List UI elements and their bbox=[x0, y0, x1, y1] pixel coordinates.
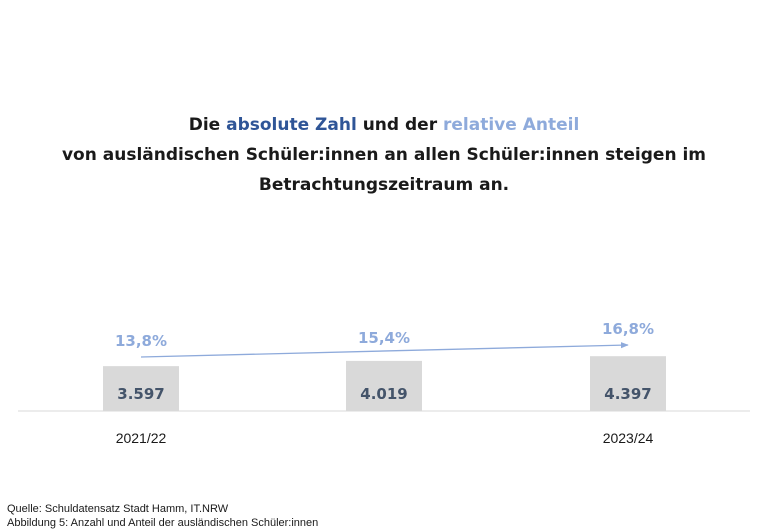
bar-2021-22 bbox=[103, 366, 179, 411]
x-tick-label: 2021/22 bbox=[116, 430, 167, 446]
source-note: Quelle: Schuldatensatz Stadt Hamm, IT.NR… bbox=[7, 503, 229, 515]
bar-value-label: 4.397 bbox=[604, 385, 651, 403]
share-value-label: 16,8% bbox=[602, 320, 654, 338]
bar-value-label: 3.597 bbox=[117, 385, 164, 403]
headline-line-2: von ausländischen Schüler:innen an allen… bbox=[61, 145, 707, 165]
headline-line-3: Betrachtungszeitraum an. bbox=[258, 175, 510, 195]
chart-headline: Die absolute Zahl und der relative Antei… bbox=[0, 110, 768, 200]
share-trend-arrow bbox=[140, 342, 629, 358]
figure-caption: Abbildung 5: Anzahl und Anteil der auslä… bbox=[7, 517, 319, 529]
share-line-layer: 13,8% 15,4% 16,8% bbox=[115, 320, 654, 358]
bars-layer: 3.597 4.019 4.397 bbox=[103, 356, 666, 411]
headline-line-1: Die absolute Zahl und der relative Antei… bbox=[0, 110, 768, 140]
headline-relative-highlight: relative Anteil bbox=[443, 115, 580, 135]
bar-2022-23 bbox=[346, 360, 422, 411]
headline-text: und der bbox=[356, 115, 443, 135]
footer: Quelle: Schuldatensatz Stadt Hamm, IT.NR… bbox=[7, 502, 318, 530]
x-tick-labels: 2021/22 2023/24 bbox=[116, 430, 654, 446]
bar-2023-24 bbox=[590, 356, 666, 411]
bar-value-label: 4.019 bbox=[360, 385, 407, 403]
x-tick-label: 2023/24 bbox=[603, 430, 654, 446]
share-value-label: 15,4% bbox=[358, 329, 410, 347]
headline-absolute-highlight: absolute Zahl bbox=[226, 115, 357, 135]
share-value-label: 13,8% bbox=[115, 332, 167, 350]
headline-text: Die bbox=[188, 115, 227, 135]
